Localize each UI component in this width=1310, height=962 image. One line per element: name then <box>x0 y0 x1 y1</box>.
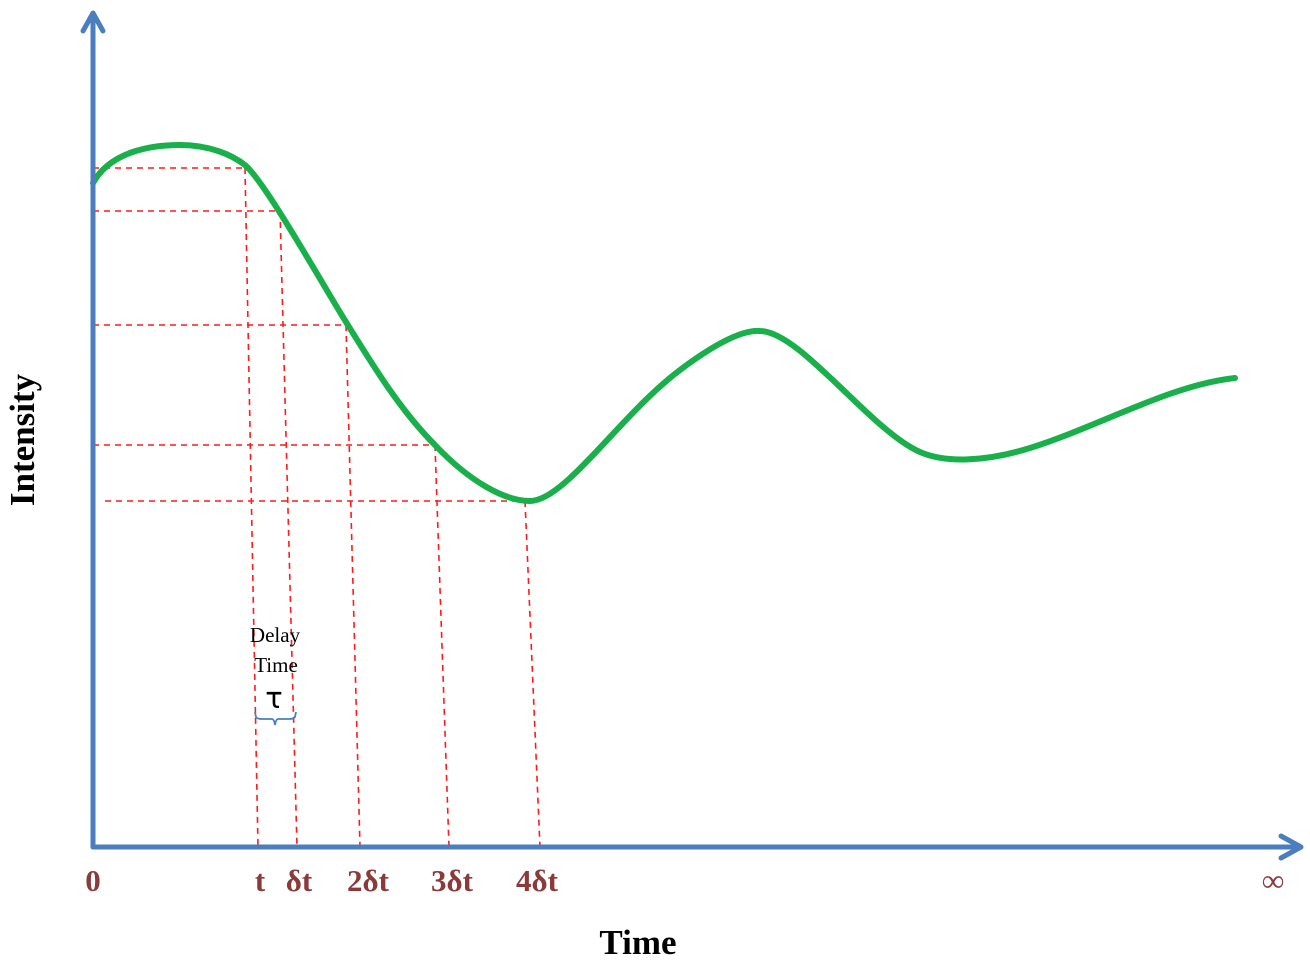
v-guide-t <box>244 167 259 848</box>
tick-dt: δt <box>286 863 313 898</box>
tau-symbol: τ <box>265 681 282 715</box>
x-axis-title: Time <box>599 923 676 962</box>
axes <box>80 10 1304 861</box>
tick-2dt: 2δt <box>347 863 390 898</box>
tick-4dt: 4δt <box>516 863 559 898</box>
tick-infinity: ∞ <box>1262 863 1284 898</box>
tick-3dt: 3δt <box>431 863 474 898</box>
v-guide-2dt <box>345 324 361 848</box>
time-label: Time <box>254 653 298 677</box>
intensity-curve <box>90 142 1238 504</box>
y-axis-arrowhead <box>80 10 106 34</box>
vertical-guides <box>244 167 541 848</box>
tick-t: t <box>255 863 266 898</box>
delay-label: Delay <box>250 623 301 647</box>
y-axis-title: Intensity <box>3 373 42 506</box>
v-guide-dt <box>279 210 298 848</box>
horizontal-guides <box>93 167 525 502</box>
delay-brace-icon <box>254 711 297 726</box>
delay-time-annotation: Delay Time τ <box>250 623 301 726</box>
tick-zero: 0 <box>85 863 101 898</box>
tick-labels: 0 t δt 2δt 3δt 4δt ∞ <box>85 863 1284 898</box>
x-axis-arrowhead <box>1278 833 1304 861</box>
v-guide-4dt <box>524 500 541 848</box>
v-guide-3dt <box>434 444 450 848</box>
